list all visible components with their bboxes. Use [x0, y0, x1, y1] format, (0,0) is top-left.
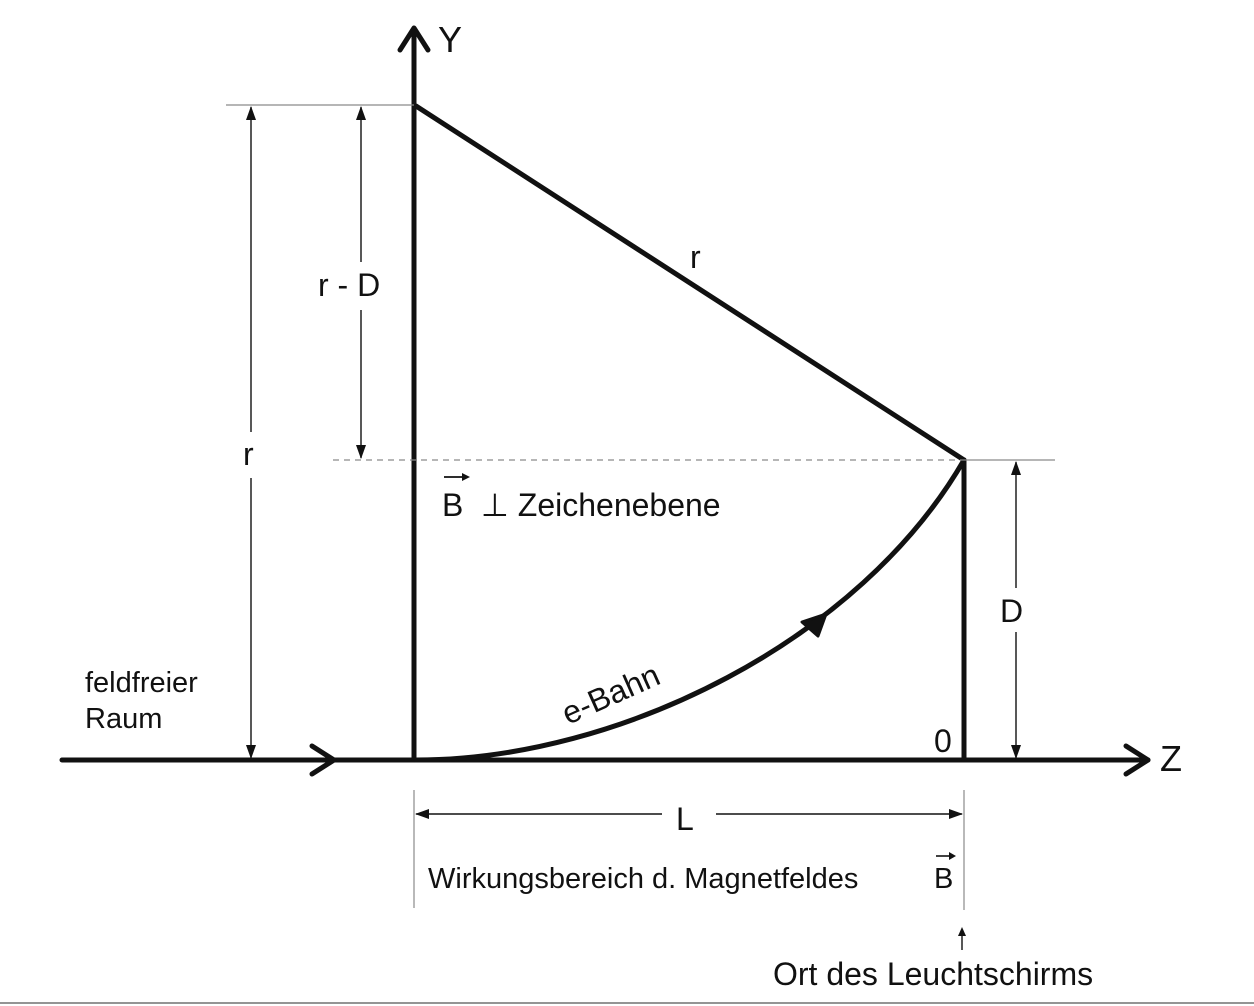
field-region-text: Wirkungsbereich d. Magnetfeldes: [428, 863, 858, 895]
field-region-label: Wirkungsbereich d. Magnetfeldes B: [428, 852, 956, 895]
dimension-l: L: [413, 790, 965, 910]
electron-path-label: e-Bahn: [556, 657, 665, 732]
screen-position-label: Ort des Leuchtschirms: [773, 927, 1093, 992]
field-symbol-label: B: [442, 487, 463, 523]
z-axis-label: Z: [1160, 738, 1182, 779]
y-axis-label: Y: [438, 19, 462, 60]
field-direction-label: B ⊥ Zeichenebene: [442, 473, 721, 523]
radius-line: [413, 103, 967, 463]
radius-hypotenuse-label: r: [690, 239, 701, 275]
z-axis: Z: [59, 738, 1182, 779]
field-free-space-line1: feldfreier: [85, 667, 198, 699]
dimension-r-minus-d: r - D: [318, 106, 380, 459]
field-text-label: ⊥ Zeichenebene: [481, 487, 721, 523]
electron-path: [413, 457, 967, 763]
y-axis: Y: [397, 19, 462, 763]
dimension-d: D: [1000, 461, 1023, 759]
field-region-symbol: B: [934, 863, 953, 895]
field-free-space-line2: Raum: [85, 703, 162, 735]
electron-path-arrowhead: [800, 612, 828, 638]
r-minus-d-label: r - D: [318, 267, 380, 303]
origin-label: 0: [934, 723, 952, 759]
length-label: L: [676, 801, 694, 837]
incoming-electron-arrowhead: [309, 743, 337, 777]
dimension-r: r: [243, 106, 256, 759]
radius-vertical-label: r: [243, 436, 254, 472]
screen-position-text: Ort des Leuchtschirms: [773, 956, 1093, 992]
deflection-label: D: [1000, 593, 1023, 629]
